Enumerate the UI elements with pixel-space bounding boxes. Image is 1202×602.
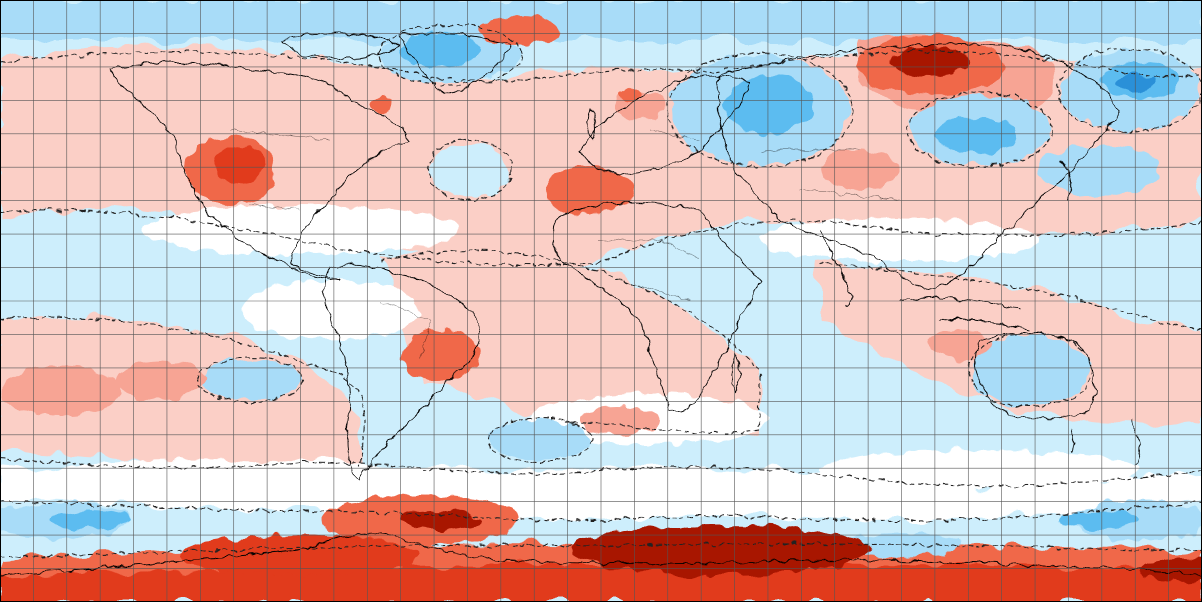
coast-europe bbox=[579, 75, 751, 176]
coast-africa bbox=[552, 202, 761, 413]
coast-australia bbox=[974, 332, 1096, 419]
zero-contours bbox=[0, 24, 1202, 559]
coast-antarctica bbox=[0, 533, 1202, 576]
coast-north-america bbox=[109, 62, 411, 281]
coast-south-america bbox=[324, 264, 481, 481]
country-borders bbox=[229, 129, 901, 361]
coast-asia bbox=[717, 43, 1121, 291]
coast-greenland bbox=[399, 32, 511, 96]
coastlines bbox=[0, 32, 1202, 576]
